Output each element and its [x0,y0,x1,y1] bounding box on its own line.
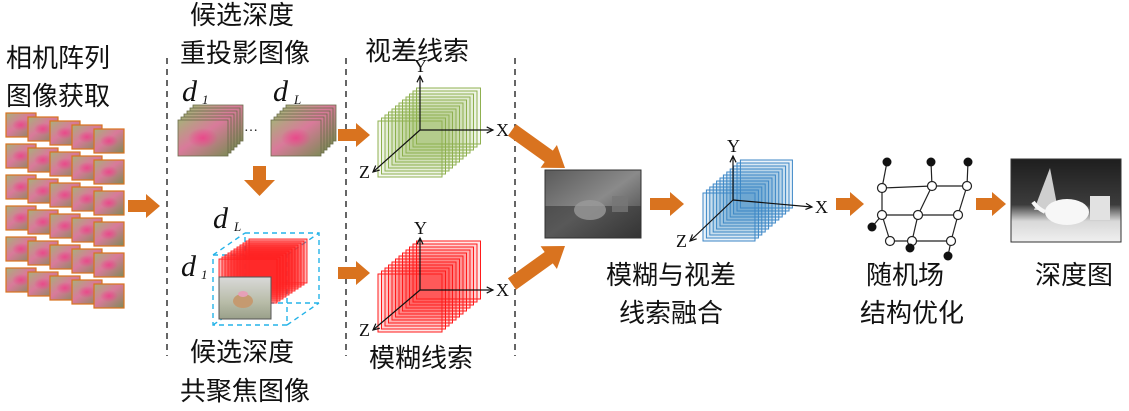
label-reproj-1: 候选深度 [190,1,294,31]
random-field-graph [867,157,973,261]
flow-arrows [128,123,1006,290]
focal-slice [248,238,308,284]
label-depth-map: 深度图 [1035,261,1113,291]
hidden-node [926,180,938,192]
axis-label-y: Y [414,56,427,76]
svg-text:L: L [293,92,301,107]
blur-axes: Y X Z [359,218,509,340]
svg-text:d: d [213,202,229,235]
label-mrf-2: 结构优化 [860,299,964,329]
volume-slice [384,267,450,327]
label-mrf-1: 随机场 [866,261,944,291]
label-disparity-cue: 视差线索 [365,37,469,67]
d-first-symbol-focal: d 1 [181,250,208,283]
hidden-node [961,180,973,192]
volume-slice [719,177,773,227]
axis-label-x: X [815,197,828,217]
axis-label-y: Y [727,136,740,156]
svg-text:1: 1 [202,92,209,107]
flow-arrow [507,124,565,168]
focal-photo [218,276,272,320]
volume-slice [381,117,446,175]
volume-slice [384,114,450,172]
flow-arrow [338,123,370,147]
svg-text:d: d [182,75,198,108]
observed-node [882,157,892,167]
disparity-axes: Y X Z [359,56,509,182]
hidden-node [884,235,896,247]
focal-stack [212,232,320,326]
hidden-node [876,182,888,194]
axis-label-x: X [496,120,509,140]
observed-node [926,157,936,167]
svg-text:d: d [273,75,289,108]
volume-slice [377,273,443,333]
fused-gray-image [544,169,642,239]
axis-label-z: Z [359,162,370,182]
label-blur-cue: 模糊线索 [369,344,473,374]
depth-map-image [1010,158,1122,243]
axis-label-x: X [496,280,509,300]
observed-node [905,243,915,253]
disparity-cue-volume [377,87,481,178]
volume-slice [716,180,770,230]
volume-slice [702,192,756,242]
fused-axes: Y X Z [676,136,828,251]
array-thumbnail [93,159,125,185]
array-thumbnail [93,190,125,216]
array-thumbnail [93,128,125,154]
svg-text:L: L [233,219,241,234]
fused-cue-volume [702,159,793,242]
label-focal-1: 候选深度 [190,338,294,368]
label-reproj-2: 重投影图像 [180,39,310,69]
hidden-node [945,235,957,247]
blur-cue-volume [377,240,481,333]
svg-text:d: d [181,250,197,283]
axis-label-z: Z [359,320,370,340]
stacked-image [270,119,322,157]
label-focal-2: 共聚焦图像 [180,377,310,407]
hidden-node [912,209,924,221]
observed-node [963,157,973,167]
flow-arrow [507,246,565,290]
d-last-symbol: d L [273,75,301,108]
axis-label-y: Y [414,218,427,238]
arrow-down [244,166,275,196]
d-first-symbol: d 1 [182,75,209,108]
array-thumbnail [27,240,59,266]
ellipsis: … [244,120,258,135]
stacked-image [177,119,229,157]
camera-array-images [5,112,125,309]
label-array-capture-2: 图像获取 [6,82,110,112]
label-fusion-1: 模糊与视差 [606,261,736,291]
label-array-capture-1: 相机阵列 [6,44,110,74]
d-last-symbol-focal: d L [213,202,241,235]
volume-slice [381,270,446,330]
reproj-stack-first [177,104,244,157]
volume-slice [712,183,766,233]
flow-arrow [128,194,160,218]
svg-text:1: 1 [201,267,208,282]
reproj-stack-last [270,104,337,157]
observed-node [943,251,953,261]
flow-arrow [836,192,864,216]
observed-node [867,222,877,232]
flow-arrow [338,261,370,285]
flow-arrow [650,192,684,216]
array-thumbnail [93,283,125,309]
volume-slice [709,186,763,236]
volume-slice [722,174,776,224]
volume-slice [726,171,780,221]
array-thumbnail [93,252,125,278]
hidden-node [876,209,888,221]
flow-arrow [976,192,1006,216]
axis-label-z: Z [676,231,687,251]
label-fusion-2: 线索融合 [619,299,723,329]
hidden-node [952,209,964,221]
array-thumbnail [93,221,125,247]
